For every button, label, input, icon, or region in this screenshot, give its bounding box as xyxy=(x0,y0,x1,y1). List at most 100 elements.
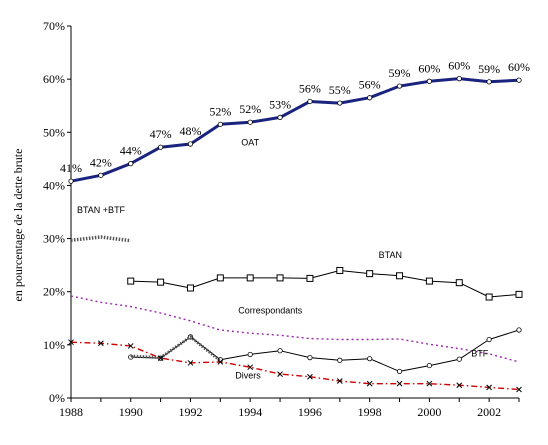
data-point xyxy=(367,95,373,101)
series-annotation: BTAN +BTF xyxy=(77,205,126,215)
data-point xyxy=(68,339,74,346)
data-point-stroke xyxy=(98,340,104,347)
x-tick-label: 1996 xyxy=(298,405,322,419)
axes: 0% 10% 20% 30% 40% 50% 60% 70% 1988 1990 1992 1994 1… xyxy=(43,19,520,419)
data-point xyxy=(307,355,313,361)
series-line-divers xyxy=(70,341,520,391)
data-label: 47% xyxy=(150,127,172,141)
data-point xyxy=(246,274,254,282)
series-annotation: OAT xyxy=(241,138,259,148)
data-point xyxy=(307,98,313,105)
data-label: 56% xyxy=(299,81,321,95)
data-label: 60% xyxy=(448,59,470,73)
data-point-stroke xyxy=(68,339,74,346)
data-point xyxy=(516,386,522,393)
data-point xyxy=(217,121,223,127)
data-point xyxy=(396,272,404,280)
data-point xyxy=(98,172,104,178)
data-point xyxy=(456,76,462,82)
series-line-oat xyxy=(70,77,520,183)
series-annotation: Divers xyxy=(235,370,261,380)
y-tick-label: 10% xyxy=(43,338,65,352)
data-point xyxy=(456,382,463,389)
data-point-stroke xyxy=(157,355,164,361)
x-tick-label: 1994 xyxy=(238,405,262,419)
y-tick-label: 20% xyxy=(43,285,65,299)
data-point xyxy=(158,144,164,150)
series-annotation: BTAN xyxy=(379,250,402,260)
y-tick-label: 60% xyxy=(43,72,65,86)
series-annotation: Correspondants xyxy=(238,306,303,316)
data-point xyxy=(337,100,343,106)
y-tick-label: 40% xyxy=(43,178,65,192)
data-point xyxy=(425,277,433,285)
data-point xyxy=(247,364,254,371)
x-tick-label: 1992 xyxy=(178,405,202,419)
y-tick-label: 70% xyxy=(43,19,65,33)
data-point xyxy=(367,356,373,362)
data-label: 55% xyxy=(329,83,351,97)
x-tick-label: 1988 xyxy=(59,405,83,419)
data-point-stroke xyxy=(127,343,134,349)
data-point xyxy=(276,274,284,282)
data-point-stroke xyxy=(277,371,283,377)
data-point xyxy=(336,378,343,384)
data-point xyxy=(157,278,165,286)
data-point xyxy=(157,355,164,361)
data-point xyxy=(127,343,134,349)
data-point-stroke xyxy=(217,359,224,365)
y-tick-label: 0% xyxy=(49,391,65,405)
data-point xyxy=(486,384,492,391)
data-point xyxy=(217,359,224,365)
data-point xyxy=(515,290,523,298)
data-point xyxy=(277,371,283,377)
y-axis-title: en pourcentage de la dette brute xyxy=(11,149,25,302)
data-label: 53% xyxy=(269,97,291,111)
x-tick-label: 2000 xyxy=(417,405,441,419)
data-point-stroke xyxy=(366,380,373,387)
data-label: 59% xyxy=(478,62,500,76)
data-point xyxy=(277,114,283,121)
data-point xyxy=(455,279,463,287)
data-label: 60% xyxy=(418,61,440,75)
data-label: 42% xyxy=(90,155,112,169)
data-point-stroke xyxy=(516,386,522,393)
data-point xyxy=(426,78,432,84)
data-point-stroke xyxy=(336,378,343,384)
data-label: 41% xyxy=(60,161,82,175)
data-point xyxy=(456,356,462,362)
y-tick-label: 30% xyxy=(43,232,65,246)
data-point xyxy=(187,360,194,366)
data-point xyxy=(187,141,194,147)
data-point-stroke xyxy=(396,380,403,387)
data-label: 59% xyxy=(389,66,411,80)
data-label: 52% xyxy=(209,104,231,118)
data-point xyxy=(337,357,343,363)
x-tick-label: 1990 xyxy=(119,405,143,419)
series-layer xyxy=(68,76,523,393)
data-point xyxy=(307,373,313,380)
data-label: 56% xyxy=(359,78,381,92)
series-line-btan-btf xyxy=(70,235,131,243)
data-point xyxy=(186,284,194,292)
data-point xyxy=(98,340,104,347)
data-label: 60% xyxy=(508,60,530,74)
data-point xyxy=(247,119,253,125)
data-point-stroke xyxy=(307,373,313,380)
x-tick-label: 2002 xyxy=(477,405,501,419)
series-line-btan xyxy=(130,270,520,298)
series-annotation: BTF xyxy=(471,349,489,359)
data-point xyxy=(128,161,134,167)
data-point xyxy=(396,83,403,89)
data-label: 48% xyxy=(179,124,201,138)
data-point xyxy=(516,77,522,83)
data-point xyxy=(247,351,253,358)
data-point xyxy=(396,368,403,375)
data-point-stroke xyxy=(456,382,463,389)
data-point xyxy=(366,380,373,387)
data-point xyxy=(306,274,314,282)
data-point xyxy=(68,178,74,184)
series-line-correspondants xyxy=(70,295,520,363)
data-point xyxy=(486,336,492,343)
